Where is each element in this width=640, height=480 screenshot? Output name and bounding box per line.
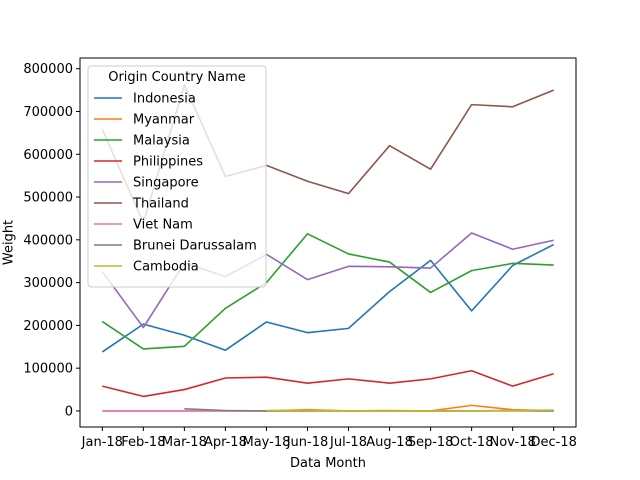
legend-items: Indonesia Myanmar Malaysia Philippines Singa… — [94, 92, 257, 275]
series-line-philippines — [102, 369, 554, 398]
plot-frame — [79, 57, 577, 428]
x-tick-label: Dec-18 — [530, 435, 576, 450]
legend-label-brunei-darussalam: Brunei Darussalam — [133, 239, 257, 254]
legend-label-philippines: Philippines — [133, 155, 203, 170]
x-tick-label: Jun-18 — [286, 435, 329, 450]
y-tick-label: 300000 — [23, 276, 73, 291]
x-tick-label: Sep-18 — [408, 435, 454, 450]
x-tick-label: Jul-18 — [329, 435, 367, 450]
y-axis-label: Weight — [2, 220, 17, 265]
legend-label-indonesia: Indonesia — [133, 92, 196, 107]
legend-box — [87, 65, 267, 288]
legend-label-myanmar: Myanmar — [133, 113, 195, 128]
y-tick-label: 400000 — [23, 233, 73, 248]
legend-label-malaysia: Malaysia — [133, 134, 190, 149]
x-axis-label: Data Month — [290, 456, 366, 471]
y-tick-label: 800000 — [23, 62, 73, 77]
series-line-indonesia — [101, 243, 555, 353]
x-tick-label: Jan-18 — [81, 435, 123, 450]
x-tick-label: Aug-18 — [366, 435, 413, 450]
x-tick-label: Nov-18 — [490, 435, 536, 450]
legend-title: Origin Country Name — [108, 70, 246, 85]
legend-label-cambodia: Cambodia — [133, 260, 199, 275]
y-tick-label: 200000 — [23, 319, 73, 334]
series-line-malaysia — [101, 233, 554, 350]
x-tick-label: Apr-18 — [204, 435, 247, 450]
legend-label-viet-nam: Viet Nam — [133, 218, 193, 233]
y-tick-label: 500000 — [23, 191, 73, 206]
x-tick-label: May-18 — [243, 435, 291, 450]
legend-label-thailand: Thailand — [132, 197, 189, 212]
y-axis: 0 100000 200000 300000 400000 500000 600000 700… — [23, 62, 80, 419]
legend: Origin Country Name Indonesia Myanmar Mala… — [87, 65, 267, 288]
y-tick-label: 100000 — [23, 362, 73, 377]
series-line-cambodia — [266, 409, 554, 412]
x-tick-label: Feb-18 — [121, 435, 165, 450]
y-tick-label: 700000 — [23, 105, 73, 120]
x-tick-label: Mar-18 — [162, 435, 207, 450]
legend-label-singapore: Singapore — [133, 176, 199, 191]
y-tick-label: 600000 — [23, 148, 73, 163]
x-tick-label: Oct-18 — [450, 435, 494, 450]
y-tick-label: 0 — [65, 404, 73, 419]
